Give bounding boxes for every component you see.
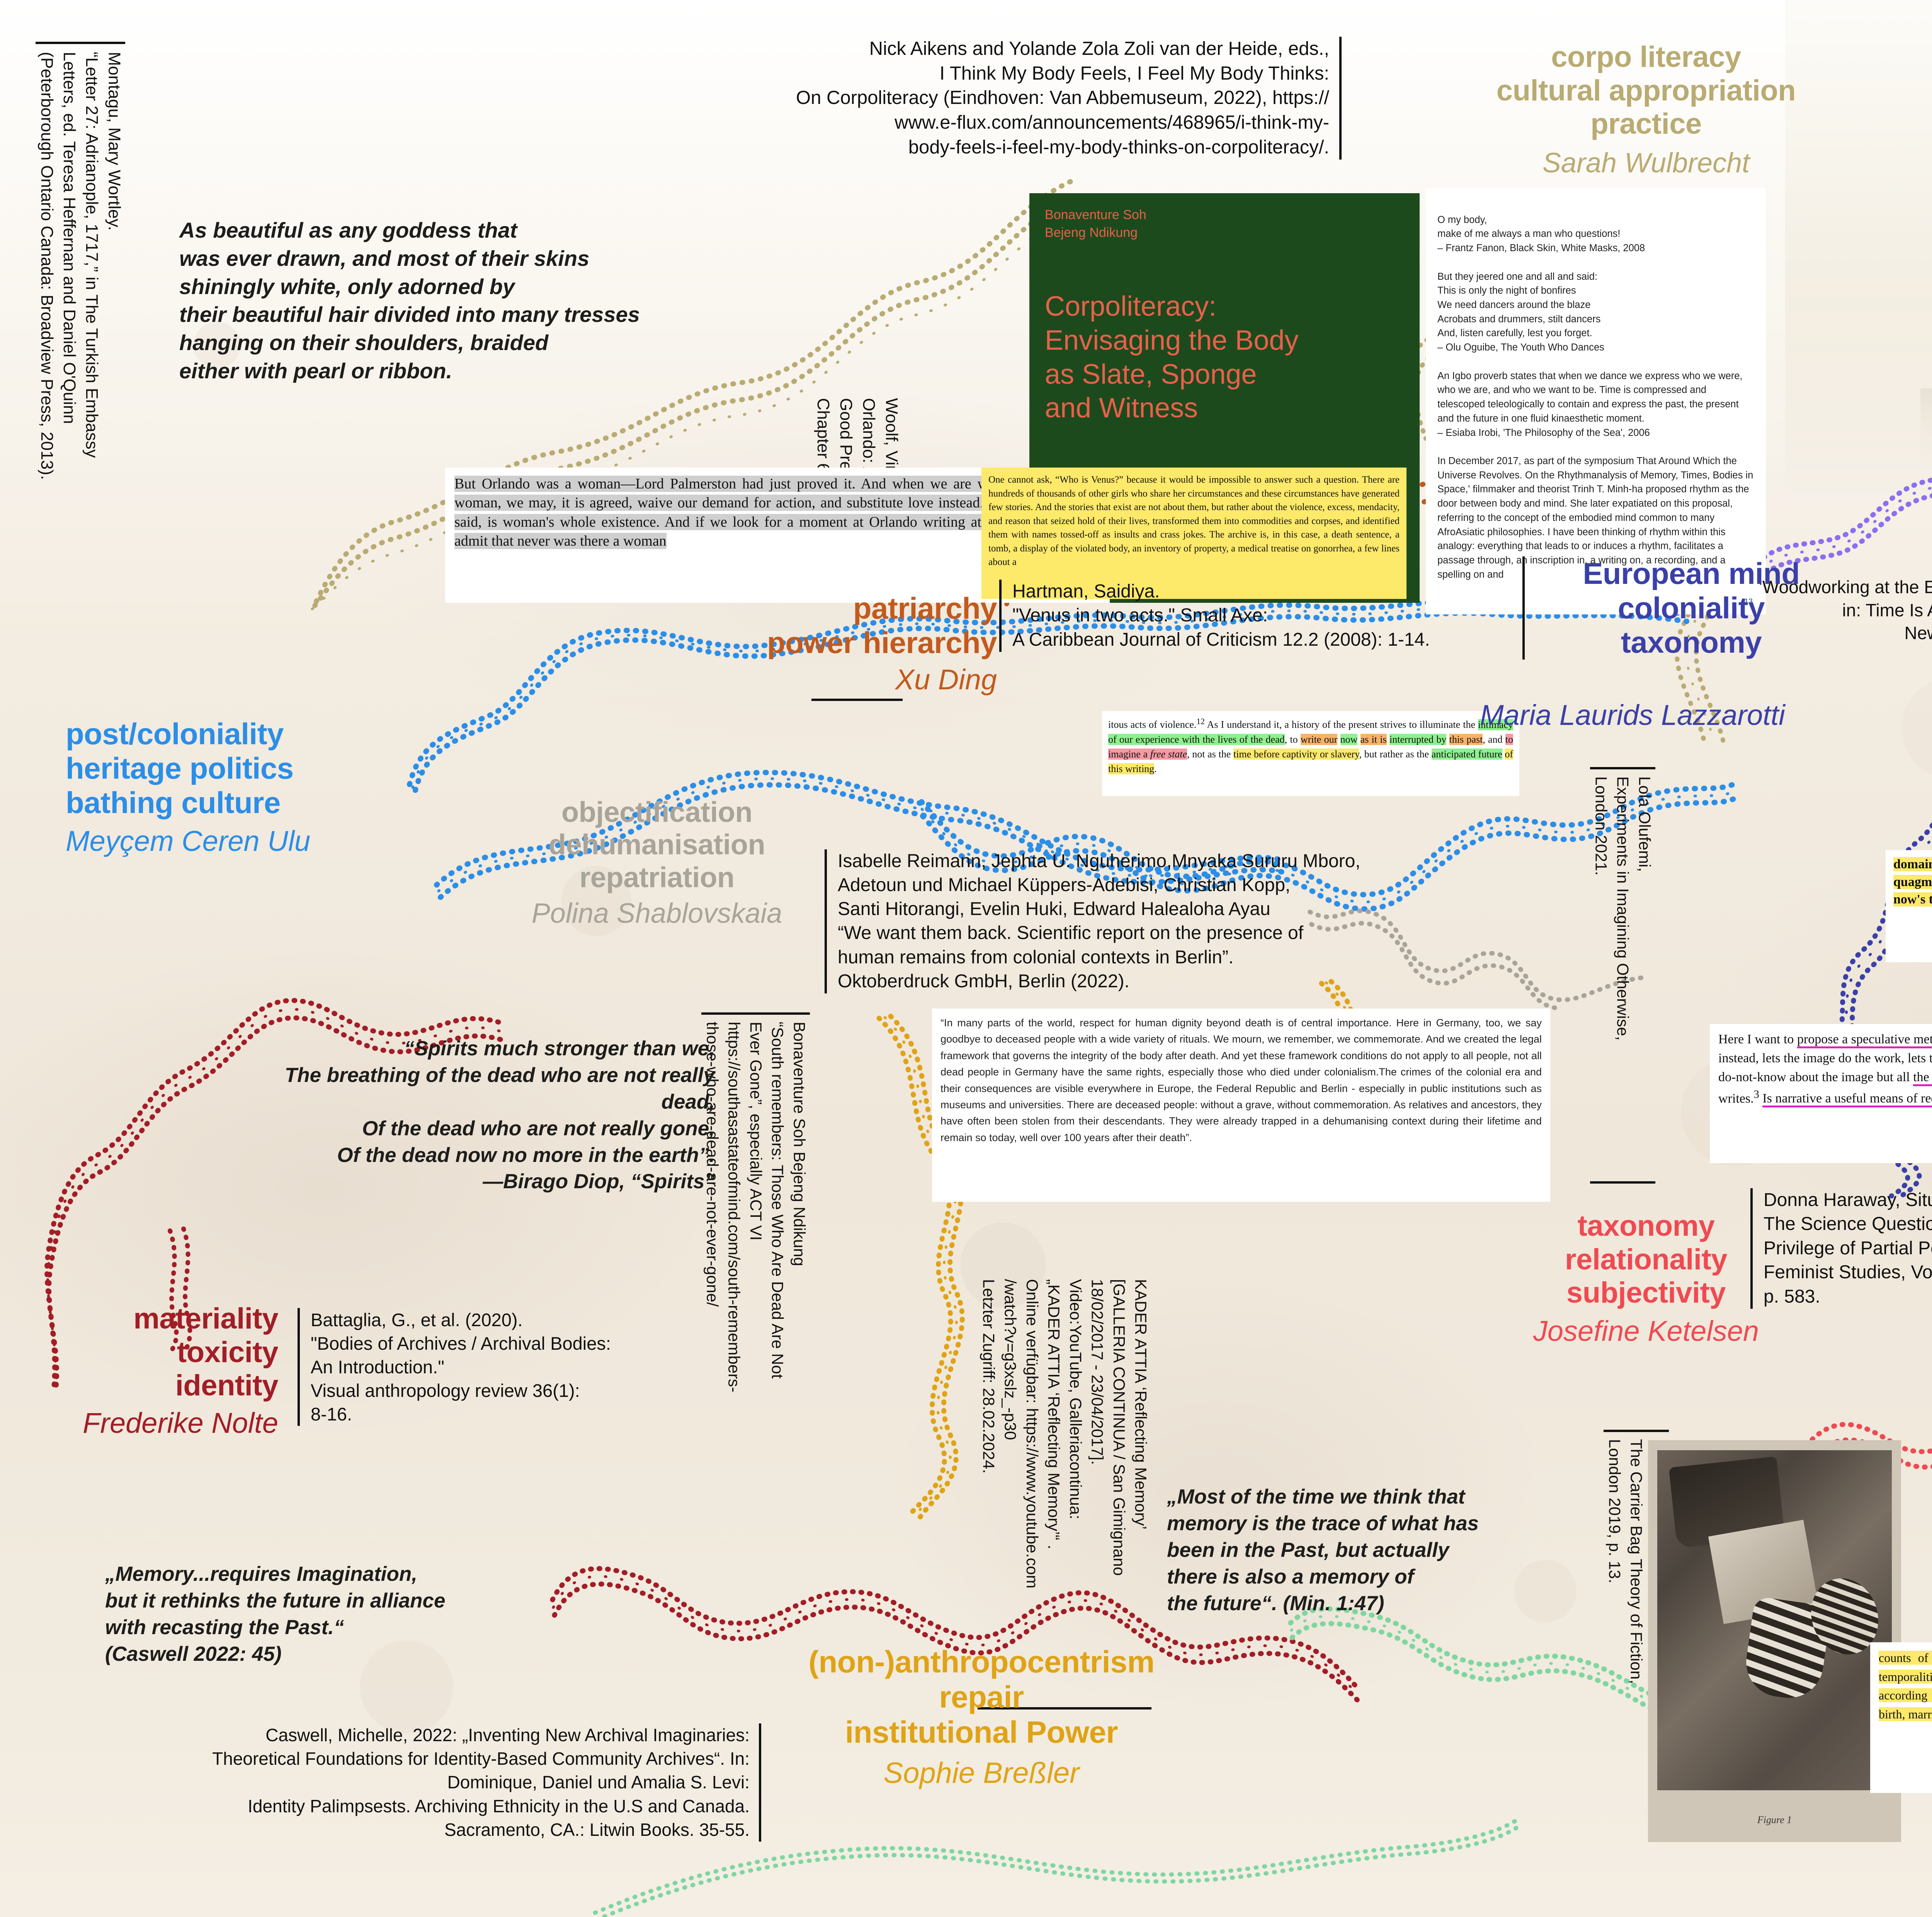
keyword-taxonomy: taxonomy: [1621, 625, 1762, 659]
book-title: Corpoliteracy: Envisaging the Body as Sl…: [1045, 291, 1299, 424]
keyword-relationality: relationality: [1565, 1243, 1728, 1276]
scan-human-dignity: “In many parts of the world, respect for…: [932, 1009, 1550, 1202]
citation-reimann-et-al: Isabelle Reimann, Jephta U. Nguherimo,Mn…: [825, 849, 1529, 993]
keyword-post-coloniality: post/coloniality: [66, 717, 284, 751]
keyword-repair: repair: [939, 1680, 1024, 1715]
keyword-objectification: objectification: [561, 796, 753, 828]
citation-hartman: Hartman, Saidiya. "Venus in two acts." S…: [999, 580, 1468, 652]
author-xu-ding: Xu Ding: [895, 663, 997, 696]
scan-history-of-present: itous acts of violence.12 As I understan…: [1102, 711, 1519, 796]
author-sarah-wulbrecht: Sarah Wulbrecht: [1542, 147, 1750, 179]
cluster-nolte: materiality toxicity identity Frederike …: [43, 1302, 278, 1439]
keyword-european-mind: European mind: [1583, 556, 1800, 590]
citation-donna-haraway: Donna Haraway, Situated Knowledges. The …: [1750, 1188, 1932, 1309]
scan-page-number: 13: [1744, 597, 1753, 606]
keyword-practice: practice: [1590, 107, 1702, 141]
cluster-wulbrecht: corpo literacy cultural appropriation pr…: [1453, 41, 1839, 179]
keyword-coloniality: coloniality: [1617, 590, 1765, 625]
keyword-patriarchy: patriarchy: [853, 591, 997, 625]
keyword-institutional-power: institutional Power: [845, 1715, 1118, 1750]
scan-munoz-queerness: domain. Queerness is a structuring and e…: [1886, 850, 1932, 962]
quote-kader-attia: „Most of the time we think that memory i…: [1167, 1485, 1479, 1615]
author-sophie-bressler: Sophie Breßler: [883, 1756, 1080, 1789]
citation-halberstam: Halberstam, J. (2022) ‘Queer temporality…: [1777, 1757, 1932, 1850]
berlin-postcard-image: Gruss aus Berlin. Königliches Voelker-Mu…: [1785, 0, 1932, 498]
book-author: Bonaventure Soh Bejeng Ndikung: [1045, 208, 1146, 240]
keyword-heritage-politics: heritage politics: [66, 751, 294, 785]
keyword-cultural-appropriation: cultural appropriation: [1496, 74, 1796, 107]
citation-battaglia: Battaglia, G., et al. (2020). "Bodies of…: [298, 1308, 701, 1426]
quote-birago-diop: “Spirits much stronger than we, The brea…: [284, 1037, 715, 1193]
corpoliteracy-page-scan: O my body, make of me always a man who q…: [1426, 188, 1766, 614]
cluster-lazzarotti: European mind coloniality taxonomy: [1522, 556, 1848, 660]
author-josefine-ketelsen: Josefine Ketelsen: [1533, 1315, 1759, 1347]
photo-image: [1657, 1450, 1892, 1790]
cluster-ketelsen: taxonomy relationality subjectivity Jose…: [1492, 1209, 1801, 1347]
author-polina-shablovskaia: Polina Shablovskaia: [531, 898, 782, 929]
postcard-street: [1920, 388, 1932, 469]
keyword-toxicity: toxicity: [177, 1335, 279, 1369]
keyword-power-hierarchy: power hierarchy: [767, 625, 997, 660]
scan-olufemi-speculative: Here I want to propose a speculative met…: [1710, 1024, 1932, 1163]
keyword-non-anthropocentrism: (non-)anthropocentrism: [808, 1645, 1155, 1679]
keyword-subjectivity: subjectivity: [1566, 1276, 1726, 1310]
quote-caswell: „Memory...requires Imagination, but it r…: [105, 1563, 446, 1665]
figure-caption: Figure 1: [1757, 1814, 1792, 1825]
postcard-sky: [1785, 0, 1932, 498]
keyword-materiality: materiality: [133, 1302, 278, 1335]
citation-ndikung: Bonaventure Soh Bejeng Ndikung “South re…: [701, 1012, 810, 1536]
author-frederike-nolte: Frederike Nolte: [83, 1407, 278, 1439]
cluster-bressler: (non-)anthropocentrism repair institutio…: [707, 1644, 1256, 1789]
author-maria-laurids-lazzarotti: Maria Laurids Lazzarotti: [1480, 699, 1785, 731]
author-meycem-ceren-ulu: Meyçem Ceren Ulu: [66, 825, 311, 857]
citation-lola-olufemi: Lola Olufemi, Experiments in Imagining O…: [1590, 767, 1655, 1184]
citation-montagu: Montagu, Mary Wortley. “Letter 27: Adria…: [36, 42, 126, 709]
keyword-dehumanisation: dehumanisation: [548, 828, 765, 861]
keyword-taxonomy-2: taxonomy: [1577, 1209, 1715, 1242]
cluster-xuding: patriarchy power hierarchy Xu Ding: [692, 591, 997, 695]
cluster-ulu: post/coloniality heritage politics bathi…: [66, 717, 375, 857]
citation-aikens: Nick Aikens and Yolande Zola Zoli van de…: [726, 37, 1342, 160]
keyword-bathing-culture: bathing culture: [66, 785, 281, 820]
carrier-bag-figure-photo: Figure 1: [1648, 1440, 1901, 1842]
citation-kader-attia: KADER ATTIA ‘Reflecting Memory’ [GALLERI…: [978, 1279, 1152, 1709]
cluster-shablovskaia: objectification dehumanisation repatriat…: [495, 796, 819, 929]
scan-halberstam-queer-subcultures: counts of youth culture, adulthood, and …: [1870, 1642, 1932, 1793]
keyword-corpo-literacy: corpo literacy: [1551, 41, 1741, 73]
citation-caswell-full: Caswell, Michelle, 2022: „Inventing New …: [108, 1723, 761, 1842]
scan-venus-hartman: One cannot ask, “Who is Venus?” because …: [981, 468, 1406, 599]
quote-montagu: As beautiful as any goddess that was eve…: [179, 218, 640, 383]
citation-ocean-vuong: Ocean Vuong 'Woodworking at the End of t…: [1642, 553, 1932, 645]
keyword-identity: identity: [175, 1369, 279, 1402]
keyword-repatriation: repatriation: [579, 861, 735, 893]
